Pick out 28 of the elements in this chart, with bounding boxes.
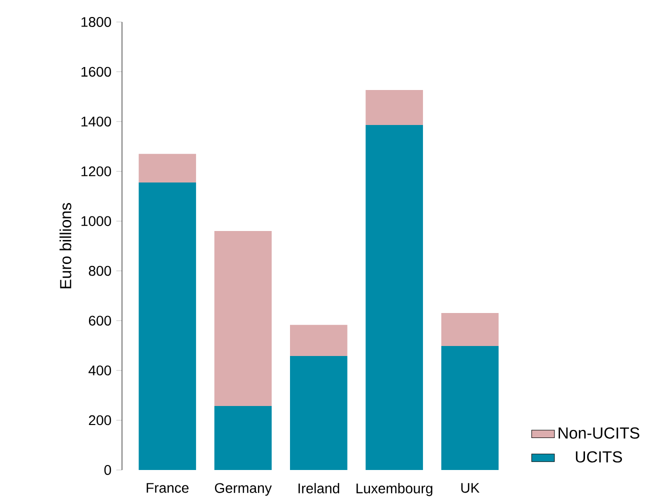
x-tick-label: UK	[461, 483, 480, 493]
y-tick-label: 200	[88, 415, 112, 426]
bar	[441, 312, 499, 346]
y-tick-label: 400	[88, 365, 112, 376]
y-tick-label: 1000	[82, 216, 112, 226]
y-tick-label: 1600	[82, 66, 112, 77]
y-axis-title: Euro billions	[60, 203, 72, 288]
y-tick-label: 600	[88, 316, 112, 326]
x-tick-label: Germany	[214, 483, 272, 496]
bar	[214, 231, 272, 406]
y-tick-label: 800	[88, 266, 112, 276]
y-tick-label: 1800	[82, 17, 112, 27]
bar	[366, 125, 423, 470]
y-tick-label: 0	[104, 465, 112, 475]
bar	[290, 324, 348, 356]
bar	[366, 90, 423, 126]
bar	[214, 406, 272, 470]
x-tick-label: Luxembourg	[356, 483, 432, 496]
legend-label: UCITS	[576, 451, 622, 463]
x-tick-label: France	[146, 483, 189, 493]
bar	[290, 356, 348, 470]
bar	[441, 346, 499, 470]
y-tick-label: 1400	[82, 116, 112, 127]
x-tick-label: Ireland	[298, 483, 340, 494]
y-tick-label: 1200	[82, 166, 112, 176]
bar	[138, 154, 196, 183]
legend-label: Non-UCITS	[558, 427, 640, 439]
bar	[138, 182, 196, 470]
